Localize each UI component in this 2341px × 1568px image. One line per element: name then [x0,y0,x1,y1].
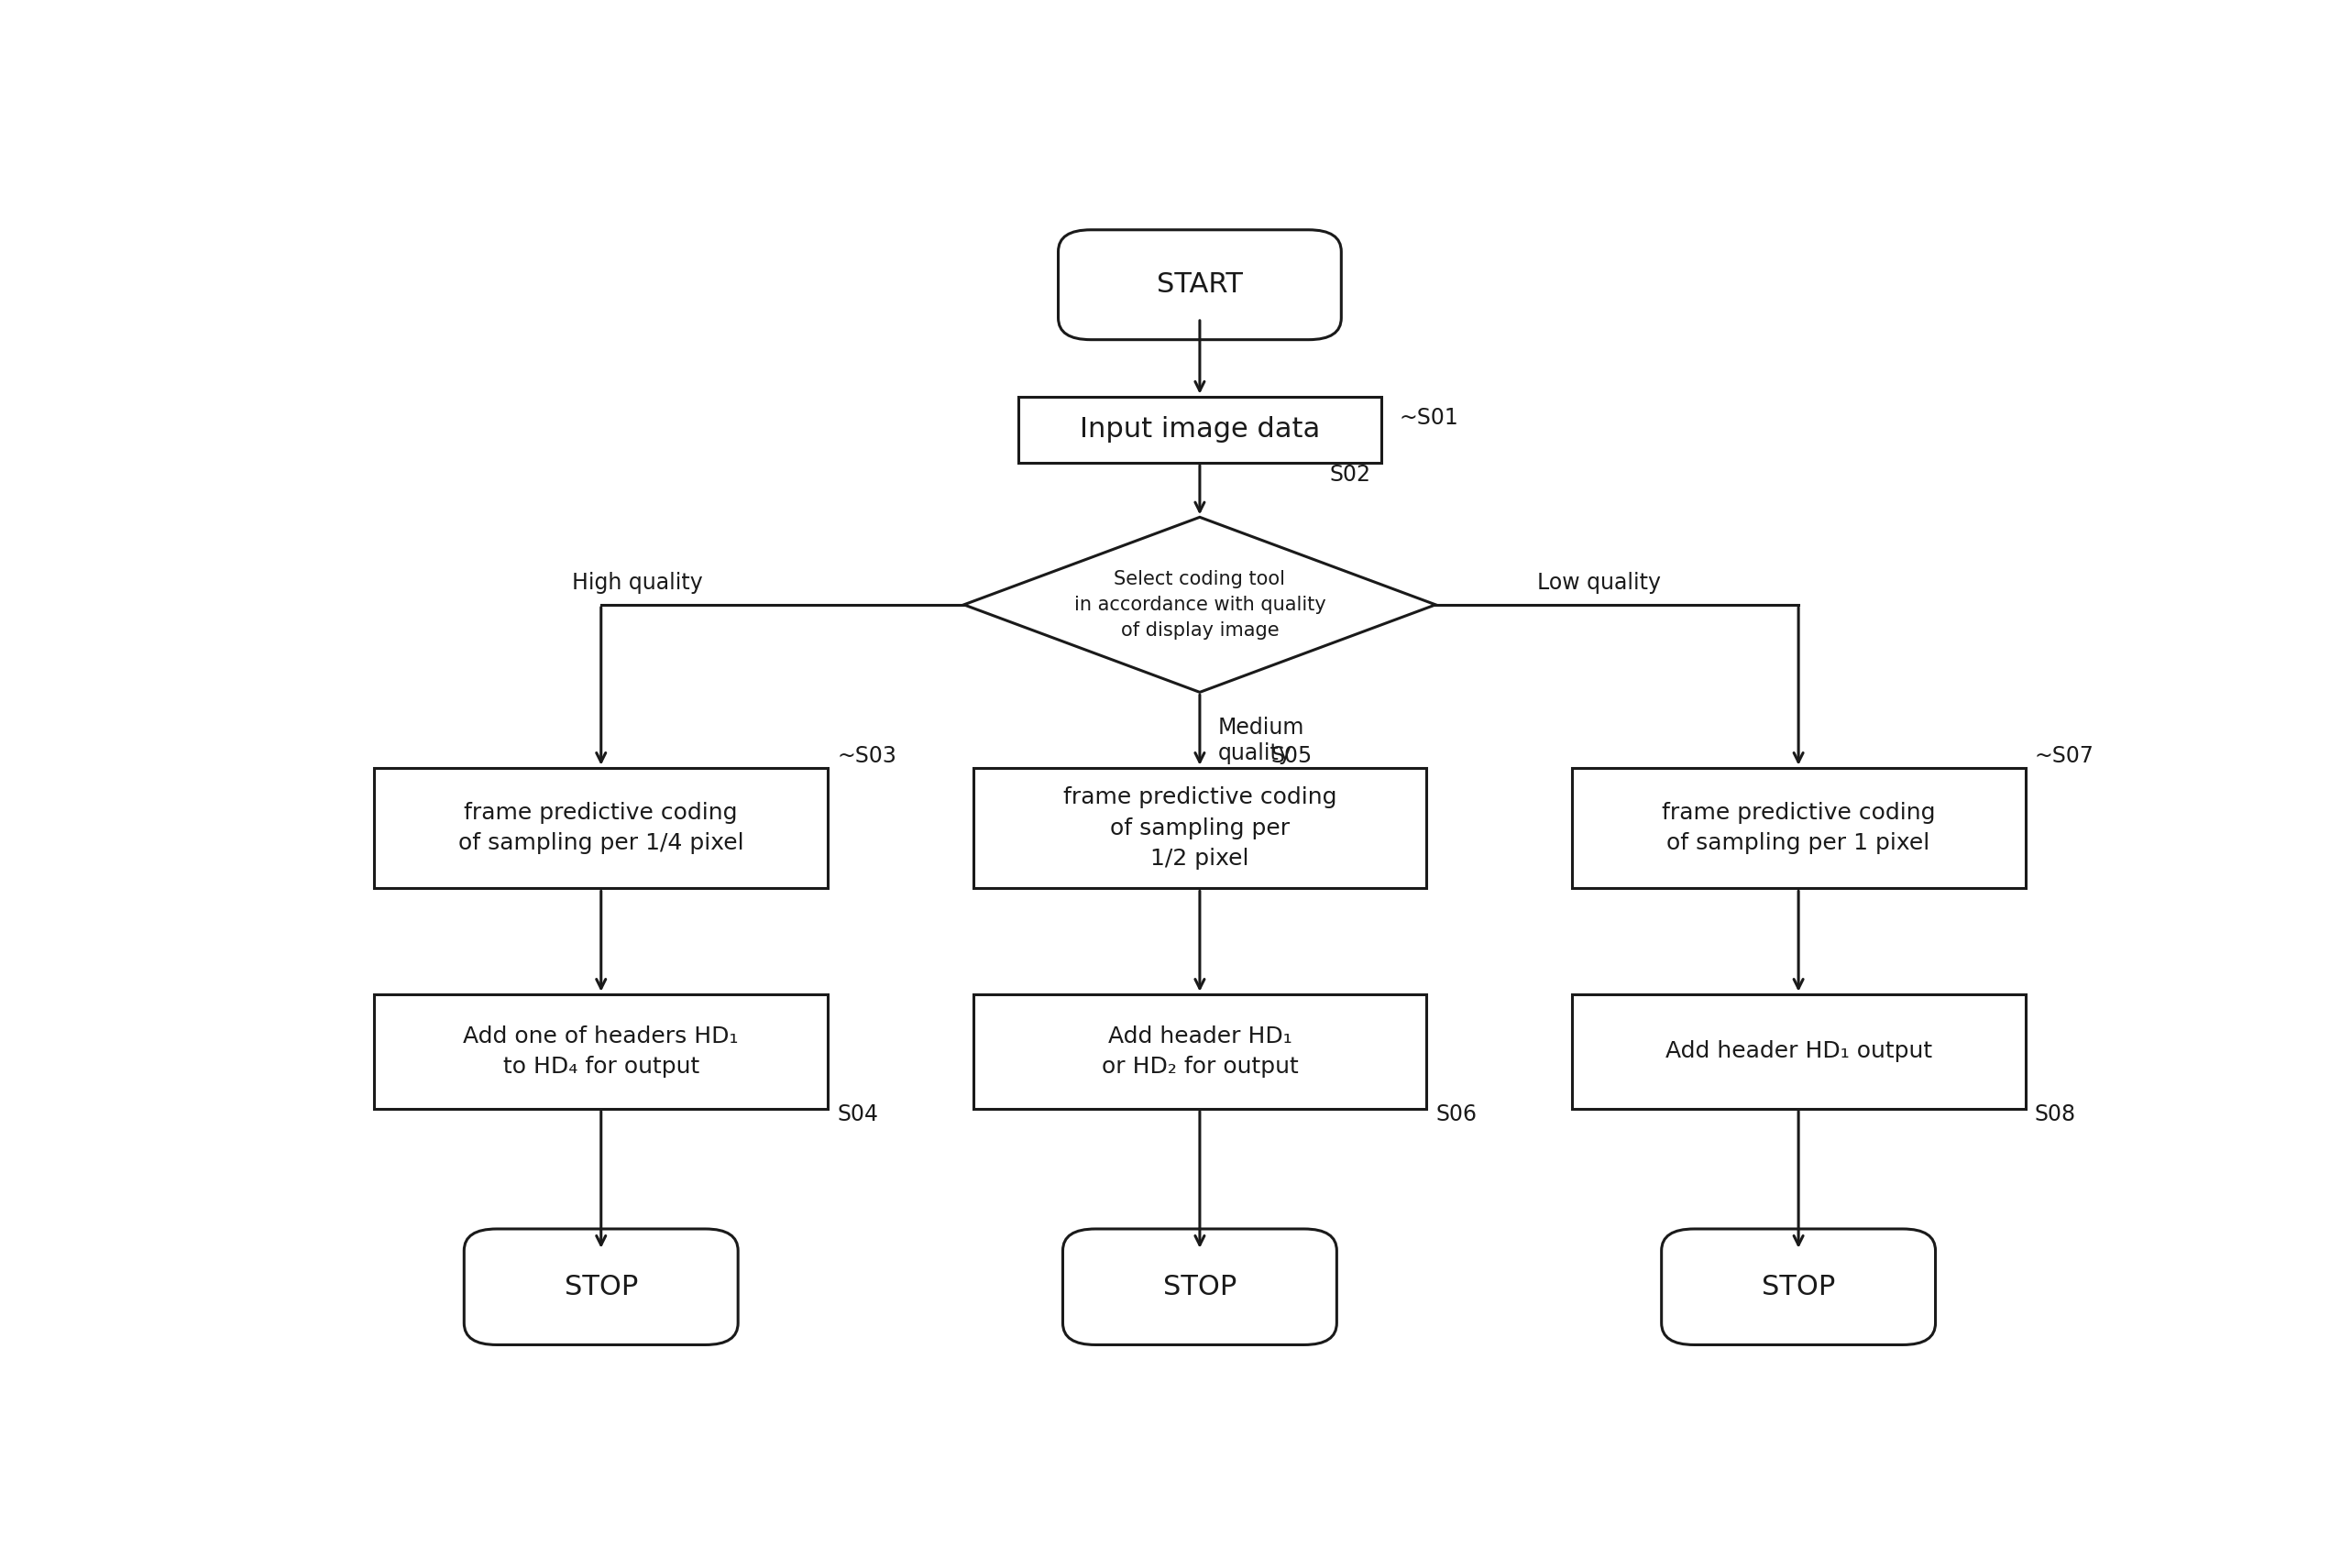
Text: High quality: High quality [571,572,702,594]
Text: Add header HD₁ output: Add header HD₁ output [1664,1041,1931,1063]
Bar [1018,397,1381,463]
Bar [1571,994,2025,1109]
Text: STOP: STOP [1763,1273,1835,1300]
Text: Select coding tool
in accordance with quality
of display image: Select coding tool in accordance with qu… [1075,569,1325,640]
Text: S05: S05 [1271,745,1311,767]
Text: START: START [1156,271,1243,298]
Text: frame predictive coding
of sampling per 1 pixel: frame predictive coding of sampling per … [1662,801,1936,855]
Text: frame predictive coding
of sampling per 1/4 pixel: frame predictive coding of sampling per … [459,801,744,855]
Text: STOP: STOP [1163,1273,1236,1300]
Text: frame predictive coding
of sampling per
1/2 pixel: frame predictive coding of sampling per … [1063,787,1337,870]
Text: S08: S08 [2034,1104,2076,1126]
FancyBboxPatch shape [1662,1229,1936,1345]
Text: STOP: STOP [564,1273,637,1300]
Text: S04: S04 [838,1104,878,1126]
Bar [974,768,1426,889]
Polygon shape [964,517,1435,691]
FancyBboxPatch shape [464,1229,737,1345]
FancyBboxPatch shape [1058,230,1341,340]
Bar [1571,768,2025,889]
Text: S02: S02 [1330,464,1372,486]
Text: ~S03: ~S03 [838,745,897,767]
Text: Add header HD₁
or HD₂ for output: Add header HD₁ or HD₂ for output [1100,1025,1299,1077]
Text: Low quality: Low quality [1538,572,1660,594]
Text: Add one of headers HD₁
to HD₄ for output: Add one of headers HD₁ to HD₄ for output [464,1025,740,1077]
Bar [974,994,1426,1109]
FancyBboxPatch shape [1063,1229,1337,1345]
Bar [375,994,829,1109]
Text: Medium
quality: Medium quality [1217,717,1304,764]
Text: S06: S06 [1435,1104,1477,1126]
Text: ~S01: ~S01 [1400,406,1458,428]
Text: Input image data: Input image data [1079,417,1320,442]
Bar [375,768,829,889]
Text: ~S07: ~S07 [2034,745,2093,767]
